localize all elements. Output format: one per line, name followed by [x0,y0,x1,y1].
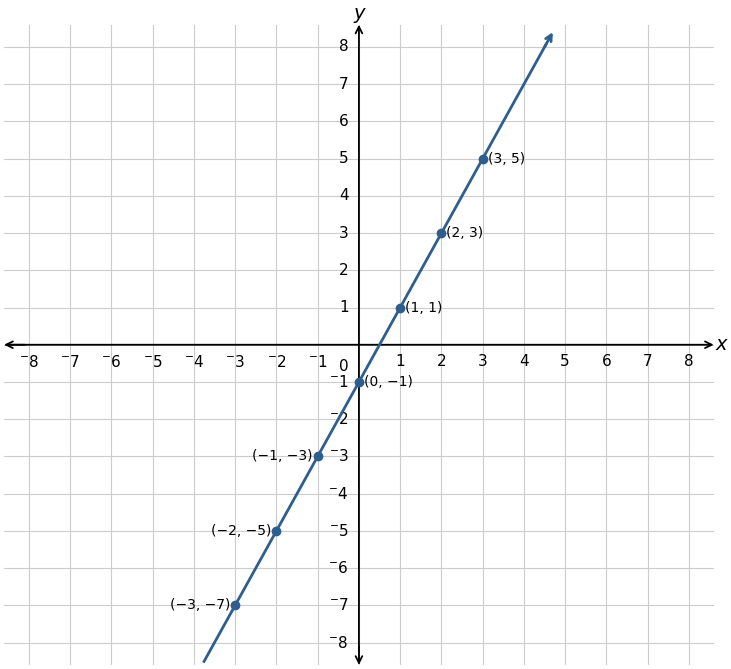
Point [394,302,406,313]
Text: 3: 3 [339,225,349,241]
Text: (−3, −7): (−3, −7) [170,598,230,612]
Text: 4: 4 [519,354,529,369]
Text: $^{-}$7: $^{-}$7 [60,354,80,370]
Point [436,227,447,238]
Point [353,377,365,387]
Text: $^{-}$1: $^{-}$1 [308,354,327,370]
Text: $^{-}$6: $^{-}$6 [328,560,349,576]
Text: $^{-}$5: $^{-}$5 [143,354,162,370]
Text: 2: 2 [339,263,349,278]
Text: $^{-}$7: $^{-}$7 [329,597,349,613]
Text: $^{-}$6: $^{-}$6 [102,354,121,370]
Text: y: y [353,4,365,23]
Text: $^{-}$5: $^{-}$5 [329,523,349,539]
Text: $^{-}$8: $^{-}$8 [19,354,39,370]
Text: $^{-}$2: $^{-}$2 [329,411,349,427]
Text: 3: 3 [478,354,488,369]
Text: 5: 5 [561,354,570,369]
Text: 7: 7 [339,77,349,92]
Point [312,451,324,462]
Text: 8: 8 [339,39,349,54]
Text: 4: 4 [339,189,349,203]
Text: 7: 7 [643,354,653,369]
Point [270,525,282,536]
Text: 8: 8 [684,354,694,369]
Text: 6: 6 [602,354,611,369]
Text: 5: 5 [339,151,349,166]
Text: 1: 1 [395,354,405,369]
Point [230,600,241,611]
Text: $^{-}$3: $^{-}$3 [225,354,245,370]
Text: (2, 3): (2, 3) [447,226,483,240]
Text: $^{-}$3: $^{-}$3 [328,448,349,464]
Text: (3, 5): (3, 5) [488,152,525,166]
Text: 1: 1 [339,300,349,315]
Point [477,153,488,164]
Text: $^{-}$4: $^{-}$4 [328,486,349,502]
Text: x: x [716,335,727,355]
Text: $^{-}$4: $^{-}$4 [183,354,204,370]
Text: 6: 6 [339,114,349,129]
Text: $^{-}$8: $^{-}$8 [328,634,349,650]
Text: $^{-}$2: $^{-}$2 [267,354,287,370]
Text: (−2, −5): (−2, −5) [211,524,271,538]
Text: $^{-}$1: $^{-}$1 [329,374,349,390]
Text: (0, −1): (0, −1) [364,375,413,389]
Text: (1, 1): (1, 1) [405,300,442,314]
Text: 2: 2 [436,354,446,369]
Text: (−1, −3): (−1, −3) [252,450,313,464]
Text: 0: 0 [339,359,349,374]
